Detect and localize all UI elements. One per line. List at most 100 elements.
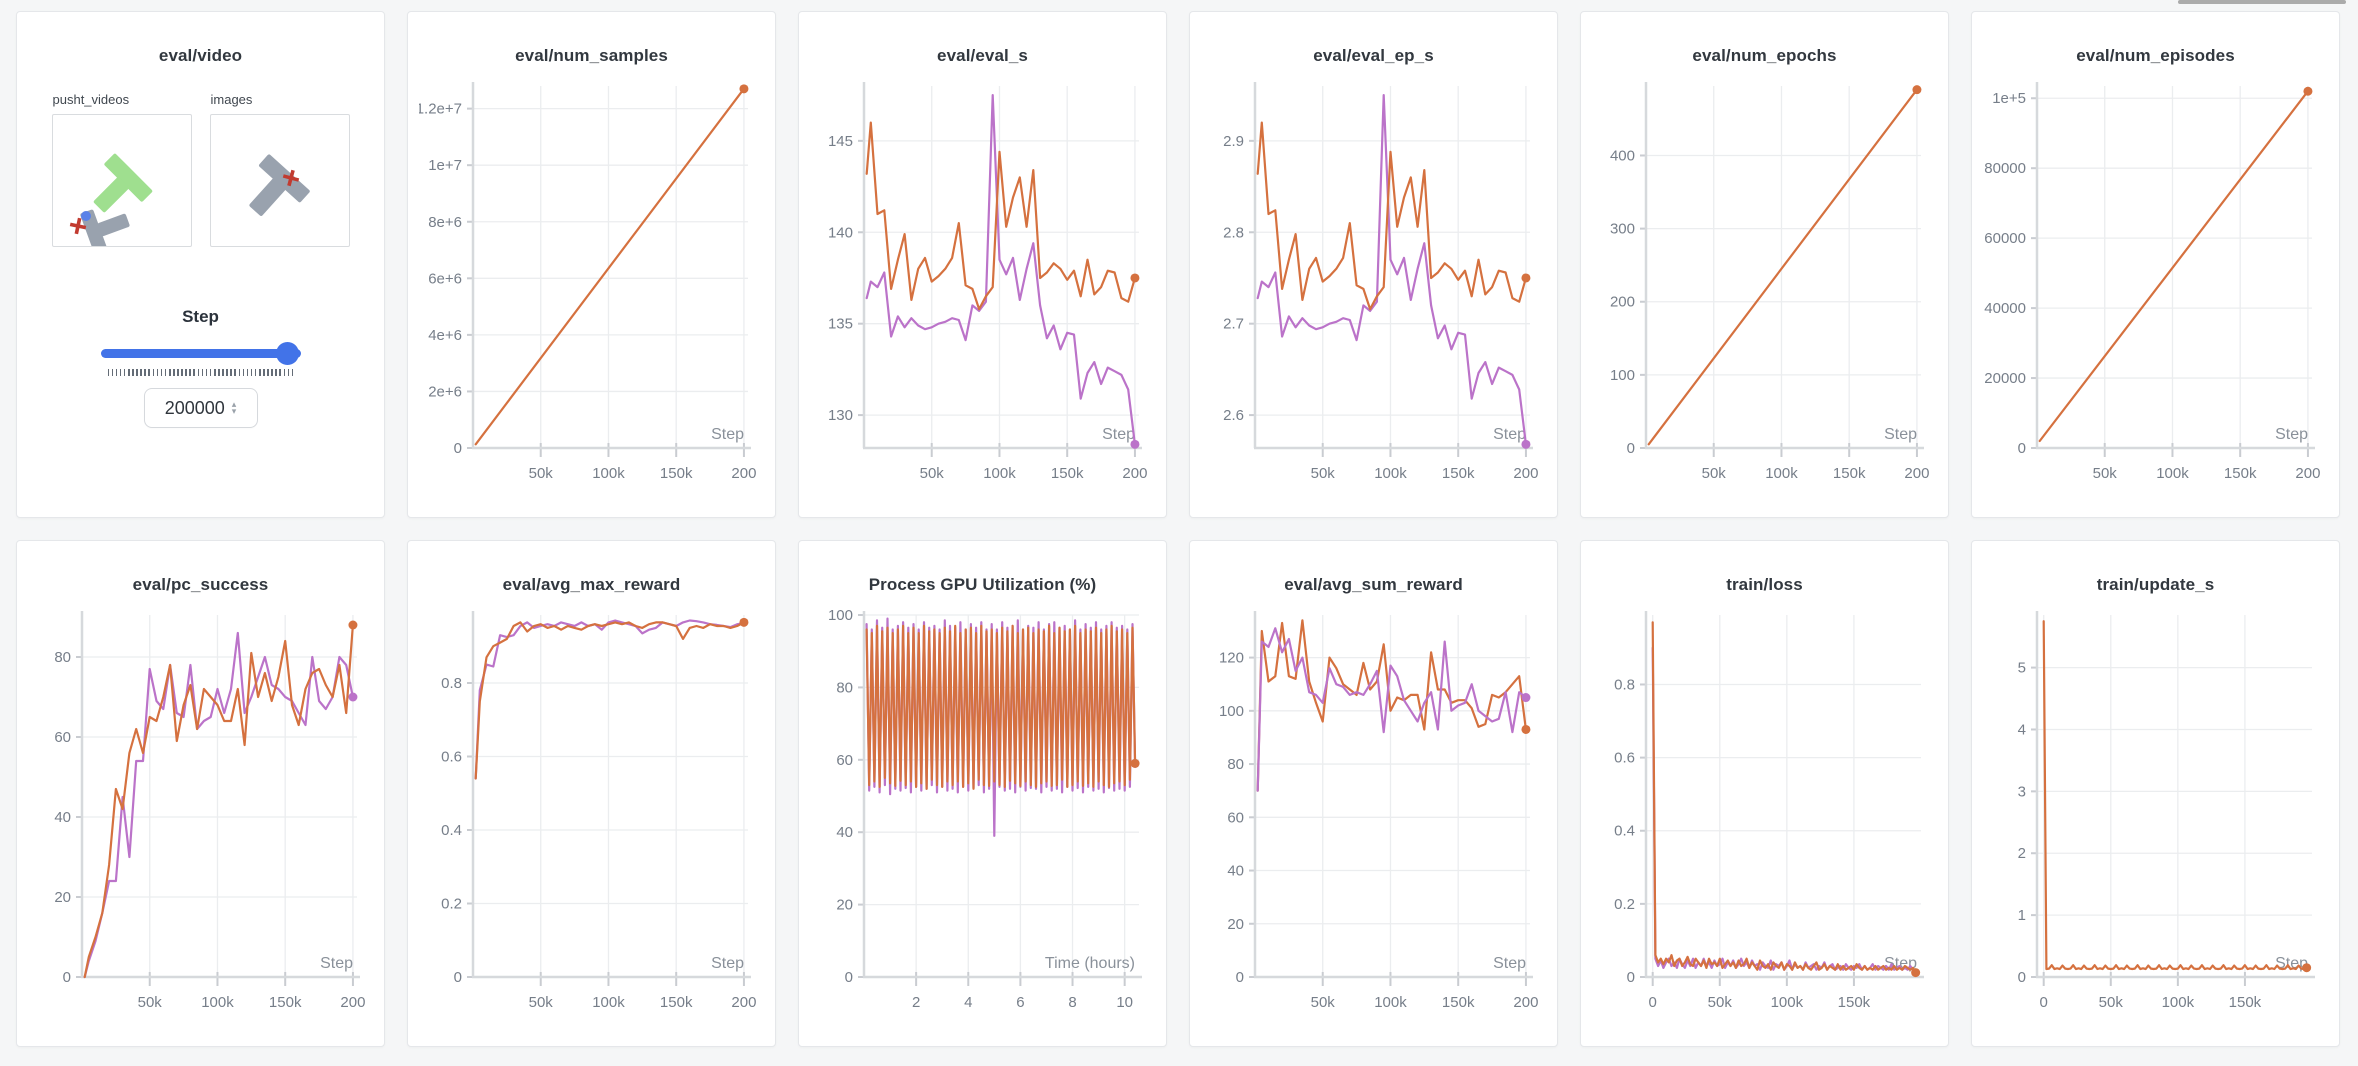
slider-knob[interactable] bbox=[275, 342, 299, 365]
series-end-dot-orange bbox=[1130, 758, 1140, 768]
y-tick-label: 0.8 bbox=[441, 675, 462, 692]
y-tick-label: 2.7 bbox=[1223, 316, 1244, 333]
chart-canvas: 0 100 200 300 400 50k 100k 150k 200 Step bbox=[1610, 82, 1929, 482]
panel-eval-pc_success: eval/pc_success 0 20 40 60 80 50k 100k 150k 200 St… bbox=[16, 540, 385, 1047]
series-end-dot-orange bbox=[739, 617, 749, 627]
x-tick-label: 200 bbox=[340, 994, 365, 1011]
media-caption: images bbox=[210, 92, 253, 107]
series-end-dot-orange bbox=[739, 84, 749, 94]
agent-dot-icon bbox=[80, 211, 91, 221]
chart-train-loss[interactable]: 0 0.2 0.4 0.6 0.8 0 50k 100k 150k Step bbox=[1592, 599, 1937, 1024]
y-tick-label: 0.2 bbox=[1614, 896, 1635, 913]
chart-eval-avg_max_reward[interactable]: 0 0.2 0.4 0.6 0.8 50k 100k 150k 200 Step bbox=[419, 599, 764, 1024]
y-tick-label: 120 bbox=[1219, 650, 1244, 667]
image-thumbnail[interactable] bbox=[209, 114, 350, 247]
chart-title: eval/eval_s bbox=[937, 46, 1028, 65]
y-tick-label: 130 bbox=[828, 407, 853, 424]
x-tick-label: 150k bbox=[2229, 994, 2262, 1011]
horizontal-scrollbar-thumb[interactable] bbox=[2178, 0, 2346, 4]
chart-eval-eval_ep_s[interactable]: 2.6 2.7 2.8 2.9 50k 100k 150k 200 Step bbox=[1201, 70, 1546, 495]
chart-title: eval/num_epochs bbox=[1692, 46, 1837, 65]
x-tick-label: 50k bbox=[2099, 994, 2124, 1011]
panel-eval-avg_sum_reward: eval/avg_sum_reward 0 20 40 60 80 100 120 50k 100… bbox=[1189, 540, 1558, 1047]
step-down-icon[interactable]: ▾ bbox=[231, 406, 237, 416]
x-tick-label: 50k bbox=[2093, 465, 2118, 482]
panel-eval-eval_ep_s: eval/eval_ep_s 2.6 2.7 2.8 2.9 50k 100k 150k 200… bbox=[1189, 11, 1558, 518]
x-axis-label: Step bbox=[2275, 426, 2308, 443]
y-tick-label: 0 bbox=[454, 440, 462, 457]
step-value-input[interactable]: 200000 ▴ ▾ bbox=[143, 388, 258, 428]
y-tick-label: 80 bbox=[1227, 756, 1244, 773]
series-line-purple bbox=[865, 94, 1136, 446]
chart-eval-eval_s[interactable]: 130 135 140 145 50k 100k 150k 200 Step bbox=[810, 70, 1155, 495]
y-tick-label: 0.6 bbox=[1614, 750, 1635, 767]
x-tick-label: 200 bbox=[1904, 465, 1929, 482]
series-line-orange bbox=[865, 624, 1137, 790]
media-row: pusht_videos bbox=[17, 92, 384, 247]
chart-canvas: 0 20 40 60 80 50k 100k 150k 200 Step bbox=[54, 611, 365, 1011]
series-end-dot-purple bbox=[348, 692, 358, 702]
y-tick-label: 300 bbox=[1610, 221, 1635, 238]
x-tick-label: 100k bbox=[592, 994, 625, 1011]
panel-eval-num_episodes: eval/num_episodes 0 20000 40000 60000 80000 1e… bbox=[1971, 11, 2340, 518]
x-axis-label: Step bbox=[1493, 426, 1526, 443]
images-scene-icon bbox=[248, 154, 310, 216]
x-tick-label: 0 bbox=[2040, 994, 2048, 1011]
chart-train-update_s[interactable]: 0 1 2 3 4 5 0 50k 100k 150k Step bbox=[1983, 599, 2328, 1024]
x-tick-label: 8 bbox=[1068, 994, 1076, 1011]
media-item-pusht-videos: pusht_videos bbox=[51, 92, 192, 247]
x-tick-label: 10 bbox=[1116, 994, 1133, 1011]
step-up-icon[interactable]: ▴ bbox=[231, 399, 237, 409]
y-tick-label: 0.4 bbox=[441, 822, 462, 839]
y-tick-label: 80000 bbox=[1984, 160, 2026, 177]
x-tick-label: 50k bbox=[1311, 994, 1336, 1011]
series-line-purple bbox=[1256, 627, 1527, 792]
y-tick-label: 20000 bbox=[1984, 370, 2026, 387]
chart-title: eval/avg_sum_reward bbox=[1284, 575, 1463, 594]
series-end-dot-orange bbox=[348, 620, 358, 630]
y-tick-label: 40 bbox=[836, 824, 853, 841]
x-tick-label: 150k bbox=[1442, 994, 1475, 1011]
x-tick-label: 100k bbox=[592, 465, 625, 482]
chart-eval-num_samples[interactable]: 0 2e+6 4e+6 6e+6 8e+6 1e+7 1.2e+7 50k 100k 150k 20… bbox=[419, 70, 764, 495]
y-tick-label: 100 bbox=[1610, 367, 1635, 384]
series-line-orange bbox=[1256, 121, 1527, 311]
y-tick-label: 2.8 bbox=[1223, 224, 1244, 241]
y-tick-label: 60000 bbox=[1984, 230, 2026, 247]
y-tick-label: 20 bbox=[1227, 916, 1244, 933]
slider-track[interactable] bbox=[100, 349, 301, 358]
y-tick-label: 8e+6 bbox=[428, 214, 462, 231]
step-slider-label: Step bbox=[182, 307, 219, 326]
panel-eval-num_samples: eval/num_samples 0 2e+6 4e+6 6e+6 8e+6 1e+7 1.2… bbox=[407, 11, 776, 518]
chart-eval-pc_success[interactable]: 0 20 40 60 80 50k 100k 150k 200 Step bbox=[28, 599, 373, 1024]
chart-canvas: 2.6 2.7 2.8 2.9 50k 100k 150k 200 Step bbox=[1223, 82, 1538, 482]
y-tick-label: 1e+5 bbox=[1992, 90, 2026, 107]
series-line-purple bbox=[1256, 94, 1527, 446]
video-thumbnail-pusht[interactable] bbox=[51, 114, 192, 247]
y-tick-label: 0.6 bbox=[441, 748, 462, 765]
x-tick-label: 100k bbox=[2162, 994, 2195, 1011]
x-axis-label: Step bbox=[1102, 426, 1135, 443]
y-tick-label: 4e+6 bbox=[428, 327, 462, 344]
panel-eval-video: eval/video pusht_videos bbox=[16, 11, 385, 518]
chart-canvas: 0 20 40 60 80 100 2 4 6 8 10 Time (hours) bbox=[828, 607, 1142, 1011]
y-tick-label: 135 bbox=[828, 316, 853, 333]
chart-eval-num_epochs[interactable]: 0 100 200 300 400 50k 100k 150k 200 Step bbox=[1592, 70, 1937, 495]
x-tick-label: 6 bbox=[1016, 994, 1024, 1011]
series-line-purple bbox=[474, 619, 745, 780]
x-tick-label: 4 bbox=[964, 994, 972, 1011]
step-slider[interactable] bbox=[100, 341, 301, 367]
chart-eval-avg_sum_reward[interactable]: 0 20 40 60 80 100 120 50k 100k 150k 200 Step bbox=[1201, 599, 1546, 1024]
stepper-arrows-icon[interactable]: ▴ ▾ bbox=[231, 399, 237, 416]
chart-process-gpu-utilization[interactable]: 0 20 40 60 80 100 2 4 6 8 10 Time (hours) bbox=[810, 599, 1155, 1024]
chart-canvas: 0 20 40 60 80 100 120 50k 100k 150k 200 Step bbox=[1219, 611, 1538, 1011]
x-tick-label: 100k bbox=[1765, 465, 1798, 482]
x-tick-label: 150k bbox=[1833, 465, 1866, 482]
panel-process-gpu-utilization: Process GPU Utilization (%) 0 20 40 60 80 100 2… bbox=[798, 540, 1167, 1047]
x-tick-label: 150k bbox=[1051, 465, 1084, 482]
series-line-orange bbox=[474, 87, 745, 446]
y-tick-label: 2.6 bbox=[1223, 407, 1244, 424]
chart-eval-num_episodes[interactable]: 0 20000 40000 60000 80000 1e+5 50k 100k 150k 200 S… bbox=[1983, 70, 2328, 495]
x-tick-label: 50k bbox=[138, 994, 163, 1011]
